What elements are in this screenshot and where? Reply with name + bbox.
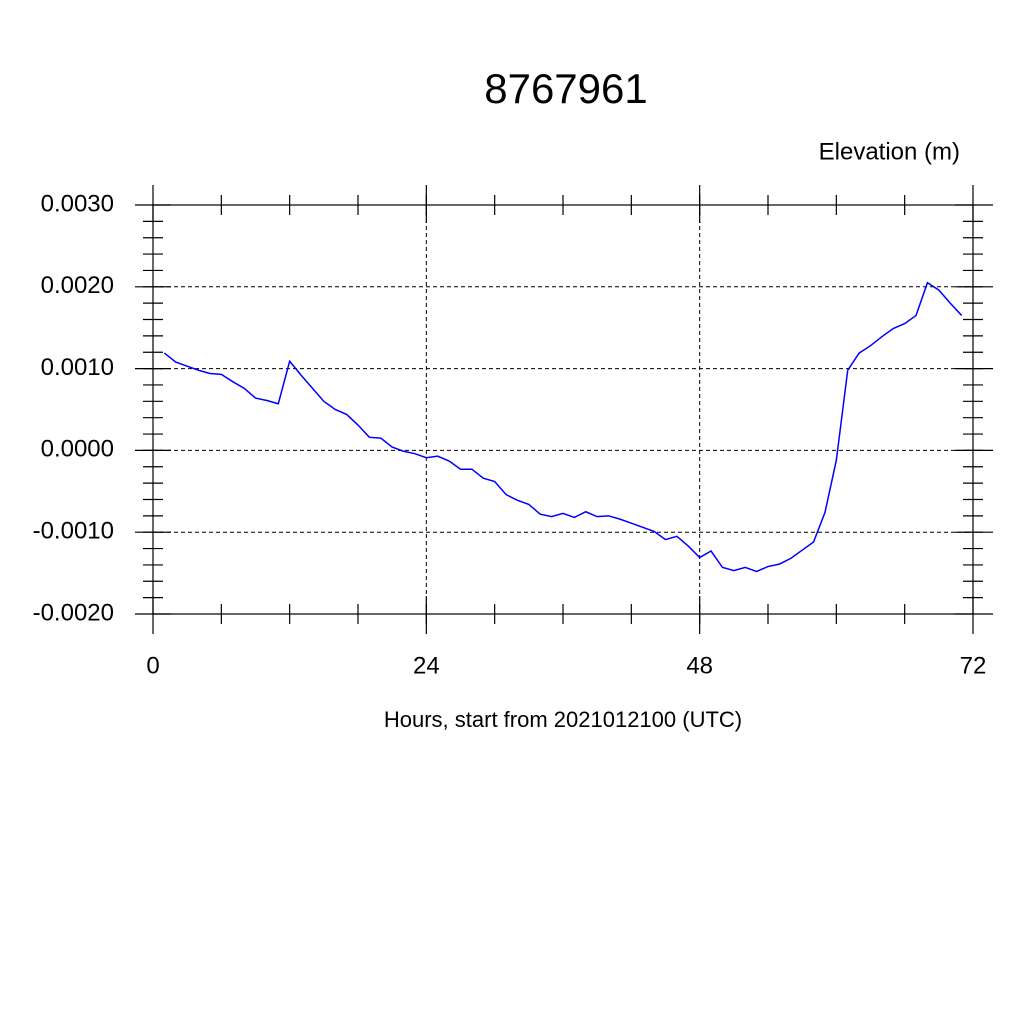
y-tick-label: 0.0020 <box>41 272 114 299</box>
x-tick-label: 24 <box>413 652 440 679</box>
chart-title: 8767961 <box>484 65 648 112</box>
data-line <box>163 281 963 573</box>
plot-frame <box>152 204 974 615</box>
x-tick-label: 48 <box>686 652 713 679</box>
y-tick-label: -0.0010 <box>33 518 114 545</box>
x-tick-label: 72 <box>960 652 987 679</box>
y-tick-label: 0.0000 <box>41 436 114 463</box>
x-axis-label: Hours, start from 2021012100 (UTC) <box>384 707 742 732</box>
y-tick-label: -0.0020 <box>33 599 114 626</box>
y-tick-label: 0.0030 <box>41 190 114 217</box>
x-tick-label: 0 <box>146 652 159 679</box>
y-tick-label: 0.0010 <box>41 354 114 381</box>
chart-subtitle: Elevation (m) <box>819 138 960 165</box>
